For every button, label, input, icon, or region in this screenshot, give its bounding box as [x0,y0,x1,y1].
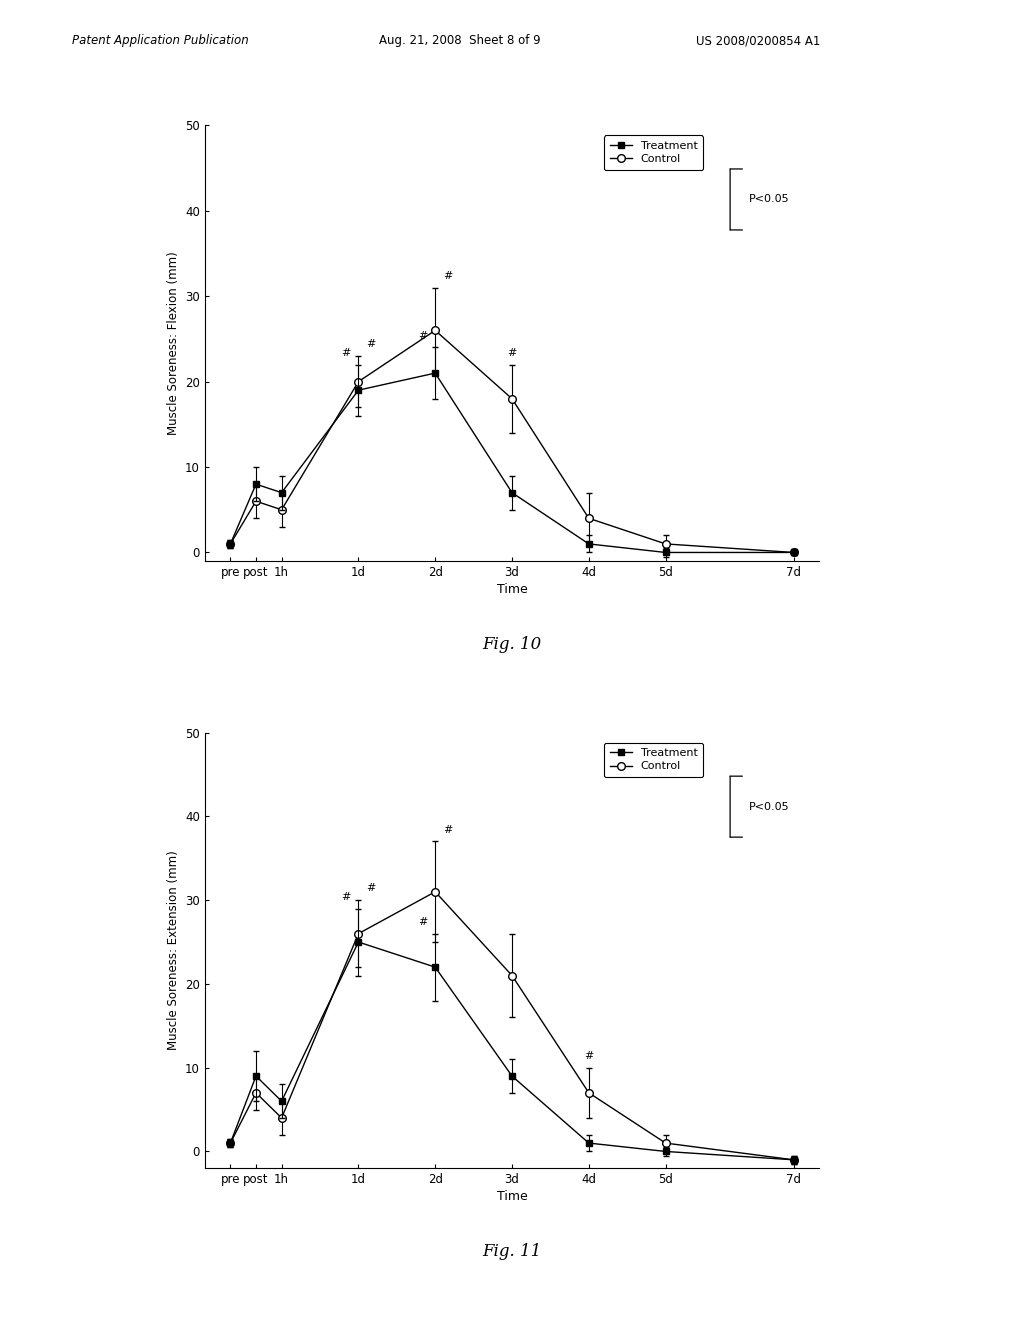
Text: P<0.05: P<0.05 [749,194,790,205]
Text: P<0.05: P<0.05 [749,801,790,812]
Text: #: # [418,917,427,927]
Text: #: # [443,825,453,834]
Text: Patent Application Publication: Patent Application Publication [72,34,249,48]
X-axis label: Time: Time [497,1191,527,1204]
Text: Fig. 10: Fig. 10 [482,636,542,653]
Text: Aug. 21, 2008  Sheet 8 of 9: Aug. 21, 2008 Sheet 8 of 9 [379,34,541,48]
Text: #: # [584,1051,594,1061]
Text: #: # [507,347,517,358]
Text: #: # [341,892,350,902]
Text: #: # [367,339,376,350]
Text: #: # [367,883,376,894]
Text: #: # [418,330,427,341]
Y-axis label: Muscle Soreness: Extension (mm): Muscle Soreness: Extension (mm) [167,850,179,1051]
Y-axis label: Muscle Soreness: Flexion (mm): Muscle Soreness: Flexion (mm) [167,251,179,436]
X-axis label: Time: Time [497,583,527,597]
Legend: Treatment, Control: Treatment, Control [604,136,703,170]
Text: Fig. 11: Fig. 11 [482,1243,542,1261]
Text: #: # [443,271,453,281]
Legend: Treatment, Control: Treatment, Control [604,743,703,777]
Text: #: # [341,347,350,358]
Text: US 2008/0200854 A1: US 2008/0200854 A1 [696,34,820,48]
